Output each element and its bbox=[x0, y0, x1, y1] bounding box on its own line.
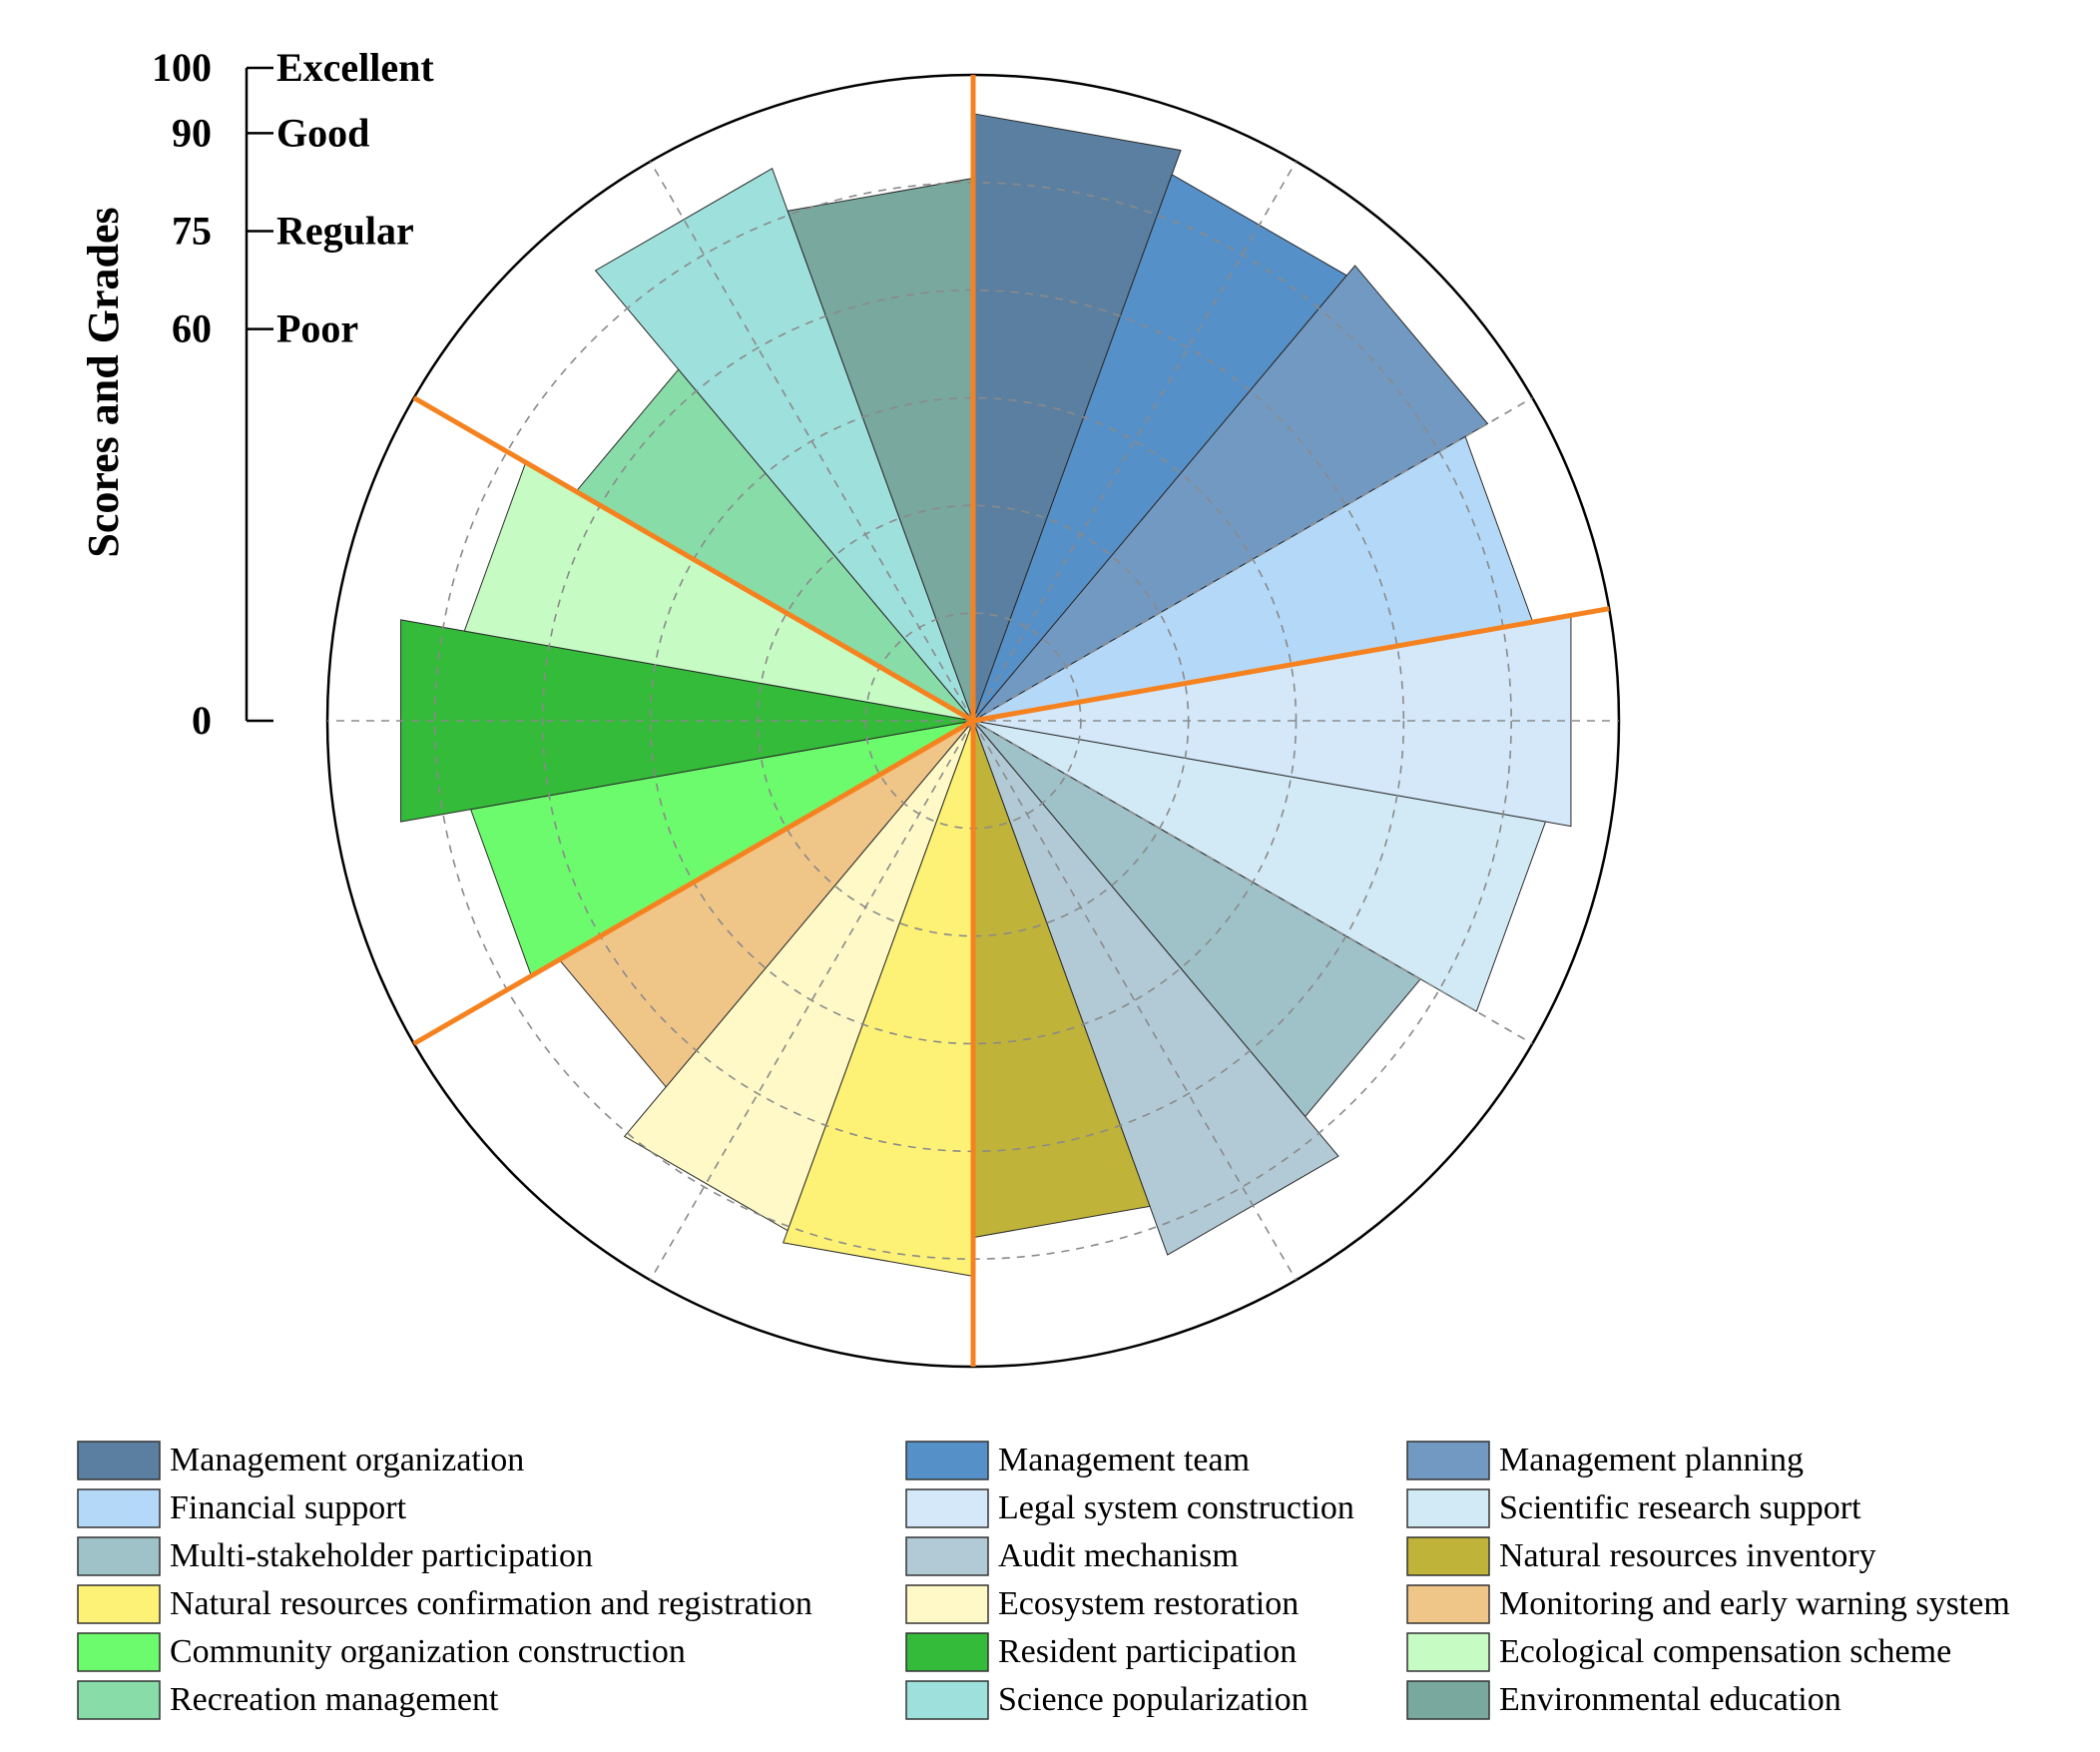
grid-spoke-4 bbox=[972, 720, 1533, 1045]
legend-swatch-6 bbox=[1406, 1488, 1490, 1528]
legend-swatch-9 bbox=[1406, 1536, 1490, 1576]
grade-label-regular: Regular bbox=[276, 209, 414, 254]
legend-swatch-7 bbox=[77, 1536, 161, 1576]
grid-spoke-2 bbox=[972, 396, 1533, 722]
bars-group bbox=[400, 113, 1572, 1278]
grid-ring-3 bbox=[649, 396, 1298, 1045]
grade-label-good: Good bbox=[276, 110, 369, 155]
legend-swatch-15 bbox=[1406, 1632, 1490, 1672]
legend-swatch-12 bbox=[1406, 1584, 1490, 1624]
legend-swatch-5 bbox=[905, 1488, 989, 1528]
legend-swatch-2 bbox=[905, 1441, 989, 1480]
legend-label-3: Management planning bbox=[1499, 1442, 1804, 1478]
legend-swatch-1 bbox=[77, 1441, 161, 1480]
legend: Management organization Management team Ma… bbox=[77, 1441, 2010, 1720]
legend-swatch-18 bbox=[1406, 1680, 1490, 1720]
legend-label-9: Natural resources inventory bbox=[1499, 1537, 1876, 1574]
legend-swatch-11 bbox=[905, 1584, 989, 1624]
legend-label-4: Financial support bbox=[170, 1489, 407, 1526]
legend-swatch-3 bbox=[1406, 1441, 1490, 1480]
legend-label-7: Multi-stakeholder participation bbox=[170, 1537, 593, 1574]
legend-label-5: Legal system construction bbox=[998, 1489, 1354, 1526]
grid-spoke-5 bbox=[972, 720, 1298, 1281]
legend-swatch-17 bbox=[905, 1680, 989, 1720]
score-tick-label-90: 90 bbox=[172, 110, 212, 155]
legend-swatch-4 bbox=[77, 1488, 161, 1528]
grade-label-poor: Poor bbox=[276, 306, 358, 351]
legend-swatch-10 bbox=[77, 1584, 161, 1624]
group-divider-5 bbox=[412, 395, 975, 724]
grid-spoke-11 bbox=[649, 161, 974, 722]
y-axis-title: Scores and Grades bbox=[79, 207, 128, 557]
legend-swatch-8 bbox=[905, 1536, 989, 1576]
legend-swatch-16 bbox=[77, 1680, 161, 1720]
score-tick-label-75: 75 bbox=[172, 209, 212, 254]
legend-label-8: Audit mechanism bbox=[998, 1537, 1239, 1574]
legend-label-15: Ecological compensation scheme bbox=[1499, 1633, 1951, 1670]
group-divider-2 bbox=[972, 606, 1610, 724]
group-divider-4 bbox=[412, 718, 975, 1046]
legend-label-17: Science popularization bbox=[998, 1681, 1309, 1718]
dividers-group bbox=[412, 75, 1610, 1367]
legend-label-12: Monitoring and early warning system bbox=[1499, 1585, 2010, 1622]
legend-label-13: Community organization construction bbox=[170, 1633, 686, 1670]
grid-spoke-1 bbox=[972, 161, 1298, 722]
legend-label-1: Management organization bbox=[170, 1442, 524, 1478]
grade-label-excellent: Excellent bbox=[276, 45, 434, 90]
legend-label-16: Recreation management bbox=[170, 1681, 499, 1718]
legend-label-11: Ecosystem restoration bbox=[998, 1585, 1299, 1622]
legend-swatch-14 bbox=[905, 1632, 989, 1672]
grid-spoke-7 bbox=[649, 720, 974, 1281]
legend-label-10: Natural resources confirmation and regis… bbox=[170, 1585, 812, 1622]
score-tick-label-100: 100 bbox=[152, 45, 212, 90]
score-tick-label-60: 60 bbox=[172, 306, 212, 351]
legend-label-14: Resident participation bbox=[998, 1633, 1297, 1670]
legend-swatch-13 bbox=[77, 1632, 161, 1672]
score-axis: 0 60 75 90 100 Excellent Good Regular Poor Scores… bbox=[79, 45, 434, 743]
score-tick-label-0: 0 bbox=[192, 698, 212, 743]
legend-label-18: Environmental education bbox=[1499, 1681, 1841, 1718]
legend-label-6: Scientific research support bbox=[1499, 1489, 1861, 1526]
legend-label-2: Management team bbox=[998, 1442, 1250, 1478]
